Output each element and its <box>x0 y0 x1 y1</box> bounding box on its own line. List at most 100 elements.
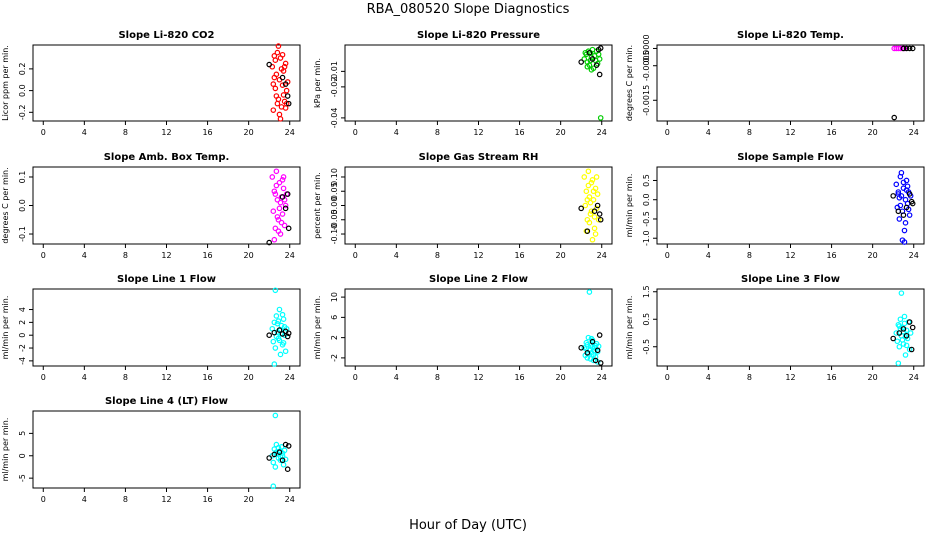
data-point-black <box>891 114 898 121</box>
data-point <box>897 316 904 323</box>
data-point-black <box>592 357 599 364</box>
y-tick-label: 0 <box>18 453 27 458</box>
data-point <box>594 191 601 197</box>
data-point-black <box>285 330 292 337</box>
data-point-black <box>906 45 913 52</box>
data-point <box>278 219 285 226</box>
y-tick-label: -2 <box>18 344 27 352</box>
y-tick-label: 0.0 <box>18 84 27 97</box>
data-point-black <box>266 332 272 339</box>
chart-panel: Slope Sample Flow ml/min per min. 0 4 8 12 16 2… <box>625 152 925 260</box>
x-tick-label: 24 <box>285 373 295 382</box>
plot-frame <box>656 44 925 122</box>
data-point <box>279 211 286 217</box>
data-point <box>593 174 600 180</box>
data-point <box>906 212 913 218</box>
data-point <box>275 216 282 223</box>
data-point <box>275 318 282 324</box>
data-point <box>270 483 277 490</box>
y-tick-label: 2 <box>18 320 27 325</box>
data-point <box>901 313 908 320</box>
data-point <box>280 316 287 322</box>
x-tick-label: 16 <box>202 373 212 382</box>
chart-panel: Slope Amb. Box Temp. degrees C per min. 0 4… <box>1 152 301 260</box>
data-point <box>896 195 903 201</box>
figure-title: RBA_080520 Slope Diagnostics <box>366 2 570 17</box>
data-point-black <box>271 451 278 458</box>
data-point <box>276 205 283 212</box>
x-tick-label: 12 <box>785 373 795 382</box>
data-point <box>279 311 286 318</box>
x-tick-label: 16 <box>514 251 524 260</box>
y-axis-label: degrees C per min. <box>1 167 10 243</box>
data-point <box>274 49 281 56</box>
data-point <box>588 67 595 73</box>
data-point-black <box>285 225 292 232</box>
chart-title: Slope Gas Stream RH <box>419 152 539 163</box>
x-tick-label: 8 <box>123 495 128 504</box>
data-point-black <box>890 193 896 199</box>
plot-frame <box>344 288 613 367</box>
data-point <box>271 236 278 243</box>
data-point-black <box>266 239 272 246</box>
x-tick-label: 4 <box>706 251 711 260</box>
data-point <box>901 227 908 234</box>
data-point-black <box>903 332 910 339</box>
data-point <box>283 87 290 94</box>
data-point <box>902 352 909 358</box>
x-tick-label: 8 <box>435 251 440 260</box>
data-point <box>279 51 286 58</box>
data-point <box>597 115 604 121</box>
data-point <box>277 199 284 206</box>
plot-frame <box>344 44 613 122</box>
x-tick-label: 8 <box>747 251 752 260</box>
data-point <box>272 225 279 232</box>
y-axis-label: ml/min per min. <box>1 296 10 360</box>
y-tick-label: -0.1 <box>18 226 27 242</box>
x-tick-label: 8 <box>123 373 128 382</box>
x-tick-label: 8 <box>435 128 440 137</box>
data-point <box>277 457 284 464</box>
data-point <box>274 100 281 107</box>
y-tick-label: 0.5 <box>642 313 651 326</box>
data-point <box>272 287 279 294</box>
y-axis-label: degrees C per min. <box>625 45 634 121</box>
data-point <box>584 341 591 348</box>
data-point-black <box>909 45 916 52</box>
data-point-black <box>586 49 593 56</box>
data-point <box>590 352 597 358</box>
data-point <box>271 188 278 195</box>
chart-title: Slope Line 4 (LT) Flow <box>105 396 228 407</box>
chart-panel: Slope Line 4 (LT) Flow ml/min per min. 0 4 8… <box>1 396 301 504</box>
data-point <box>581 174 588 180</box>
x-tick-label: 20 <box>868 373 878 382</box>
data-point <box>589 236 596 243</box>
y-tick-label: 5 <box>18 431 27 436</box>
data-point <box>893 181 900 188</box>
x-tick-label: 8 <box>123 128 128 137</box>
y-tick-label: 0.00 <box>330 197 339 215</box>
data-point <box>900 179 907 186</box>
x-tick-label: 8 <box>747 373 752 382</box>
data-point <box>587 199 594 206</box>
data-point-black <box>596 211 603 217</box>
data-point <box>589 177 596 183</box>
x-tick-label: 24 <box>909 251 919 260</box>
x-tick-label: 12 <box>161 251 171 260</box>
data-point <box>588 179 595 186</box>
data-point <box>279 450 286 456</box>
y-tick-label: 2 <box>330 335 339 340</box>
plot-frame <box>32 166 301 245</box>
x-tick-label: 20 <box>868 251 878 260</box>
x-tick-label: 24 <box>597 373 607 382</box>
x-tick-label: 16 <box>826 251 836 260</box>
data-point <box>275 228 282 234</box>
data-point <box>894 338 901 345</box>
data-point <box>270 81 277 87</box>
data-point <box>278 444 285 450</box>
data-point-black <box>900 212 907 218</box>
data-point <box>270 107 277 113</box>
chart-title: Slope Line 2 Flow <box>429 274 528 285</box>
data-point-black <box>906 191 913 197</box>
